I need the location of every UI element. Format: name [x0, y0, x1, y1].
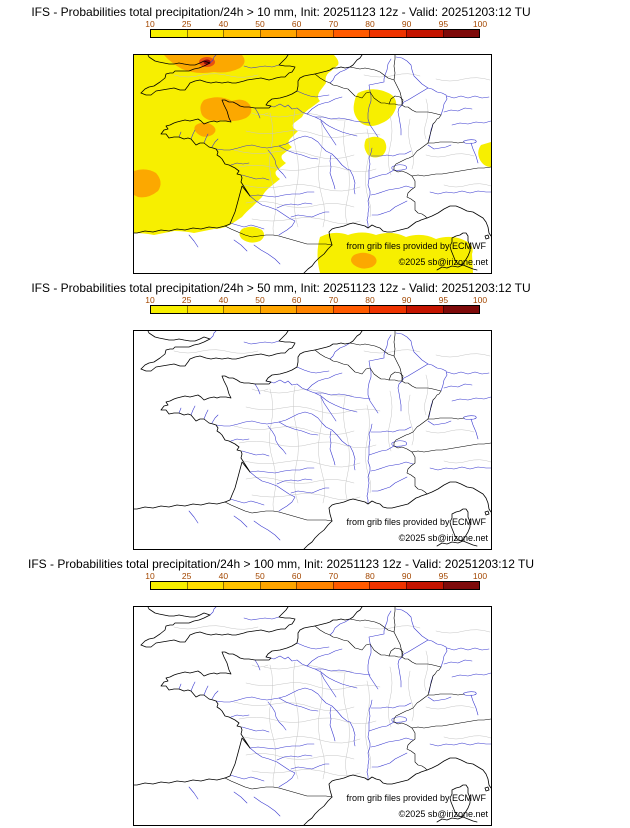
colorbar-tick-labels: 10 25 40 50 60 70 80 90 95 100	[145, 571, 487, 581]
colorbar-tick-labels: 10 25 40 50 60 70 80 90 95 100	[145, 19, 487, 29]
colorbar-tick-label: 100	[472, 19, 488, 29]
credit-copyright: ©2025 sb@irizone.net	[398, 533, 488, 543]
colorbar-segment	[369, 306, 406, 313]
colorbar-segment	[186, 30, 224, 37]
colorbar-segment	[442, 306, 480, 313]
colorbar-tick-label: 40	[218, 19, 229, 29]
panel-precip-gt-100mm: IFS - Probabilities total precipitation/…	[0, 552, 630, 828]
colorbar-tick-label: 70	[328, 571, 339, 581]
colorbar-segment	[405, 30, 443, 37]
colorbar-segment	[186, 306, 224, 313]
colorbar-gradient-bar	[150, 29, 480, 38]
colorbar-tick-label: 90	[401, 19, 412, 29]
panel-title: IFS - Probabilities total precipitation/…	[31, 281, 531, 295]
colorbar-tick-label: 80	[365, 19, 375, 29]
probability-colorbar: 10 25 40 50 60 70 80 90 95 100	[145, 295, 487, 314]
colorbar-segment	[223, 306, 260, 313]
map-france: from grib files provided by ECMWF ©2025 …	[133, 606, 492, 826]
colorbar-tick-label: 50	[255, 295, 265, 305]
colorbar-tick-label: 70	[328, 19, 339, 29]
colorbar-tick-label: 70	[328, 295, 339, 305]
colorbar-segment	[296, 306, 333, 313]
colorbar-segment	[369, 30, 406, 37]
colorbar-tick-label: 25	[181, 295, 192, 305]
panel-precip-gt-50mm: IFS - Probabilities total precipitation/…	[0, 276, 630, 552]
colorbar-tick-label: 95	[438, 19, 449, 29]
colorbar-gradient-bar	[150, 305, 480, 314]
credit-copyright: ©2025 sb@irizone.net	[398, 257, 488, 267]
credit-copyright: ©2025 sb@irizone.net	[398, 809, 488, 819]
colorbar-tick-label: 25	[181, 19, 192, 29]
colorbar-segment	[151, 30, 187, 37]
colorbar-tick-label: 95	[438, 571, 449, 581]
colorbar-segment	[332, 306, 370, 313]
colorbar-tick-label: 40	[218, 571, 229, 581]
credit-ecmwf: from grib files provided by ECMWF	[346, 517, 486, 527]
colorbar-segment	[332, 30, 370, 37]
colorbar-tick-label: 90	[401, 295, 412, 305]
colorbar-tick-label: 10	[145, 19, 155, 29]
colorbar-tick-labels: 10 25 40 50 60 70 80 90 95 100	[145, 295, 487, 305]
colorbar-tick-label: 80	[365, 571, 375, 581]
colorbar-tick-label: 80	[365, 295, 375, 305]
colorbar-tick-label: 10	[145, 571, 155, 581]
colorbar-segment	[296, 582, 333, 589]
credit-ecmwf: from grib files provided by ECMWF	[346, 793, 486, 803]
colorbar-segment	[442, 582, 480, 589]
colorbar-segment	[151, 582, 187, 589]
colorbar-tick-label: 60	[291, 295, 302, 305]
colorbar-segment	[442, 30, 480, 37]
colorbar-tick-label: 50	[255, 19, 265, 29]
colorbar-tick-label: 60	[291, 19, 302, 29]
map-france: from grib files provided by ECMWF ©2025 …	[133, 330, 492, 550]
colorbar-tick-label: 40	[218, 295, 229, 305]
colorbar-segment	[332, 582, 370, 589]
colorbar-segment	[223, 30, 260, 37]
colorbar-segment	[259, 306, 297, 313]
colorbar-tick-label: 50	[255, 571, 265, 581]
colorbar-tick-label: 90	[401, 571, 412, 581]
panel-title: IFS - Probabilities total precipitation/…	[28, 557, 534, 571]
probability-colorbar: 10 25 40 50 60 70 80 90 95 100	[145, 571, 487, 590]
map-france: from grib files provided by ECMWF ©2025 …	[133, 54, 492, 274]
probability-colorbar: 10 25 40 50 60 70 80 90 95 100	[145, 19, 487, 38]
credit-ecmwf: from grib files provided by ECMWF	[346, 241, 486, 251]
colorbar-tick-label: 100	[472, 295, 488, 305]
colorbar-segment	[259, 582, 297, 589]
colorbar-gradient-bar	[150, 581, 480, 590]
colorbar-tick-label: 60	[291, 571, 302, 581]
panel-title: IFS - Probabilities total precipitation/…	[31, 5, 531, 19]
colorbar-segment	[223, 582, 260, 589]
panel-precip-gt-10mm: IFS - Probabilities total precipitation/…	[0, 0, 630, 276]
colorbar-tick-label: 100	[472, 571, 488, 581]
colorbar-segment	[186, 582, 224, 589]
colorbar-tick-label: 25	[181, 571, 192, 581]
colorbar-segment	[296, 30, 333, 37]
colorbar-segment	[369, 582, 406, 589]
colorbar-segment	[259, 30, 297, 37]
colorbar-segment	[405, 582, 443, 589]
colorbar-tick-label: 10	[145, 295, 155, 305]
colorbar-tick-label: 95	[438, 295, 449, 305]
colorbar-segment	[405, 306, 443, 313]
colorbar-segment	[151, 306, 187, 313]
